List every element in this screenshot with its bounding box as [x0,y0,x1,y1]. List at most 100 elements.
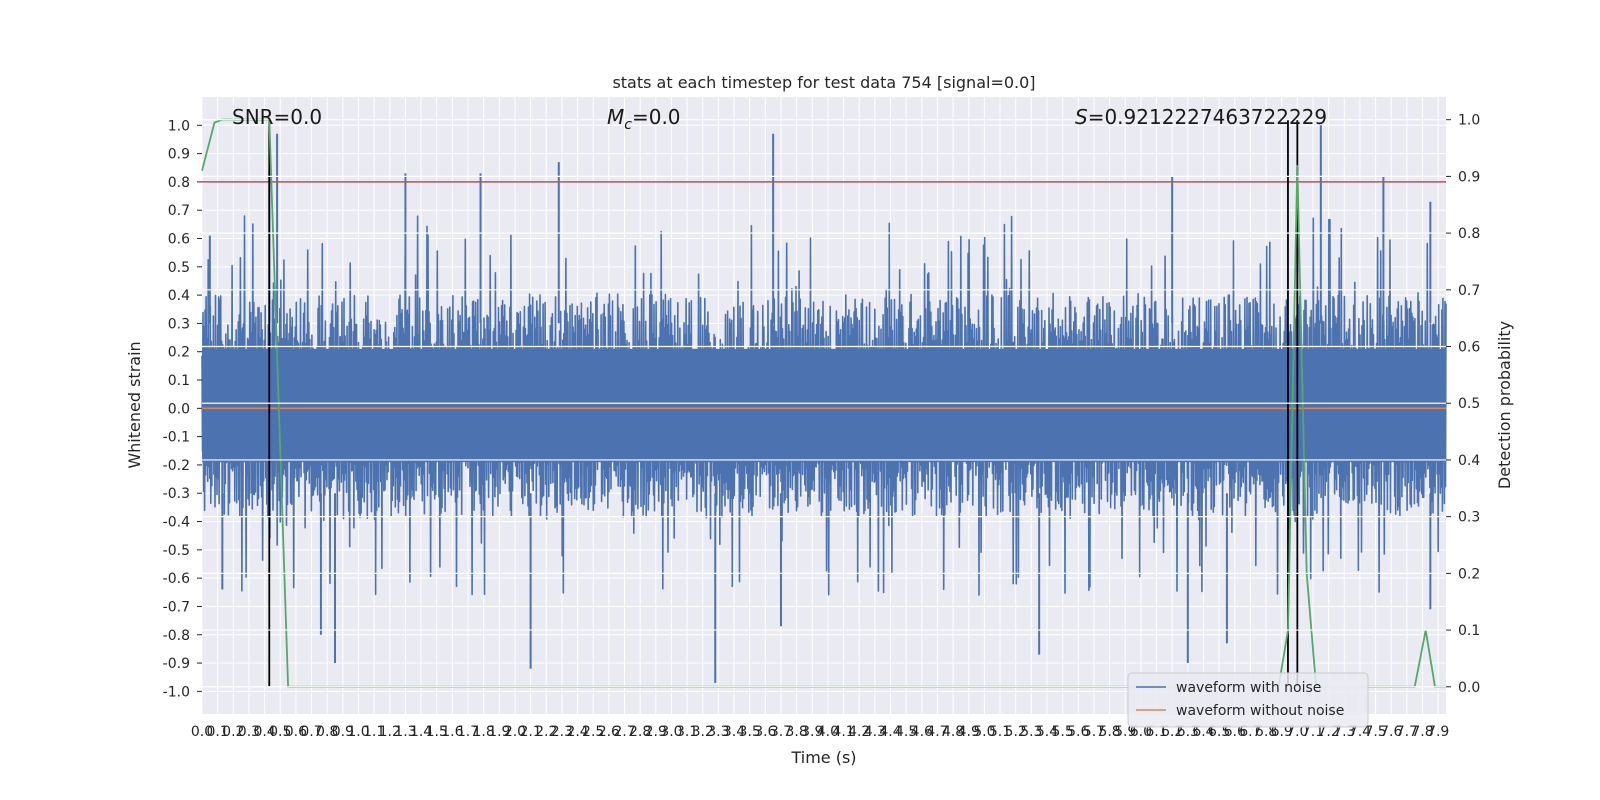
x-tick-label: 2.6 [598,724,620,740]
y-tick-label-left: -0.8 [163,628,190,644]
x-tick-label: 7.4 [1349,724,1371,740]
x-tick-label: 0.5 [269,724,291,740]
x-tick-label: 0.3 [238,724,260,740]
y-tick-label-left: 0.7 [168,203,190,219]
x-tick-label: 1.6 [441,724,463,740]
y-tick-label-left: 0.0 [168,401,190,417]
x-tick-label: 2.3 [551,724,573,740]
y-tick-label-left: -0.5 [163,543,190,559]
legend-label-clean: waveform without noise [1176,703,1344,719]
x-tick-label: 6.8 [1255,724,1277,740]
y-tick-label-left: 0.9 [168,147,190,163]
x-tick-label: 5.3 [1020,724,1042,740]
x-tick-label: 1.7 [457,724,479,740]
x-tick-label: 7.7 [1396,724,1418,740]
y-tick-label-left: -1.0 [163,684,190,700]
x-tick-label: 3.3 [707,724,729,740]
y-tick-label-right: 0.2 [1458,566,1480,582]
noise-series [201,215,1447,596]
x-tick-label: 4.9 [958,724,980,740]
y-tick-label-right: 0.1 [1458,623,1480,639]
y-tick-label-right: 0.6 [1458,340,1480,356]
y-tick-label-left: -0.6 [163,571,190,587]
x-tick-label: 1.4 [410,724,432,740]
y-tick-label-right: 0.9 [1458,169,1480,185]
x-tick-label: 6.9 [1271,724,1293,740]
y-tick-label-left: -0.4 [163,515,190,531]
y-tick-label-right: 1.0 [1458,113,1480,129]
x-tick-label: 2.1 [519,724,541,740]
x-tick-labels: 0.00.10.20.30.40.50.60.70.80.91.01.11.21… [191,724,1449,740]
x-tick-label: 2.8 [629,724,651,740]
x-tick-label: 6.1 [1145,724,1167,740]
y-tick-label-right: 0.7 [1458,283,1480,299]
mc-value: =0.0 [632,105,681,129]
x-tick-label: 2.4 [566,724,588,740]
x-tick-label: 3.4 [723,724,745,740]
x-tick-label: 2.9 [645,724,667,740]
x-tick-label: 7.5 [1364,724,1386,740]
x-tick-label: 0.7 [300,724,322,740]
mc-subscript: c [624,117,632,133]
y-axis-label-right: Detection probability [1495,321,1514,489]
y-tick-labels-right: 0.0 0.1 0.2 0.3 0.4 0.5 0.6 0.7 0.8 0.9 1.0 [1446,113,1480,696]
mc-annotation: Mc=0.0 [607,105,681,133]
x-tick-label: 4.4 [879,724,901,740]
x-tick-label: 4.5 [895,724,917,740]
x-tick-label: 0.2 [222,724,244,740]
chart-title: stats at each timestep for test data 754… [612,73,1035,92]
y-tick-label-left: -0.7 [163,599,190,615]
legend-label-noise: waveform with noise [1176,680,1321,696]
x-tick-label: 2.0 [504,724,526,740]
x-tick-label: 0.4 [253,724,275,740]
x-tick-label: 0.1 [207,724,229,740]
x-tick-label: 7.9 [1427,724,1449,740]
y-tick-label-right: 0.0 [1458,680,1480,696]
y-tick-label-left: 1.0 [168,118,190,134]
x-tick-label: 1.9 [488,724,510,740]
y-tick-label-left: -0.3 [163,486,190,502]
x-tick-label: 7.8 [1411,724,1433,740]
noise-waveform [201,125,1447,683]
y-tick-label-right: 0.5 [1458,396,1480,412]
y-tick-label-left: 0.1 [168,373,190,389]
s-symbol: S [1075,105,1088,129]
x-tick-label: 2.2 [535,724,557,740]
x-tick-label: 4.0 [817,724,839,740]
legend-box [1127,672,1369,728]
x-tick-label: 6.2 [1161,724,1183,740]
x-tick-label: 1.5 [426,724,448,740]
x-tick-label: 6.0 [1130,724,1152,740]
x-tick-label: 1.1 [363,724,385,740]
x-tick-label: 6.4 [1192,724,1214,740]
x-tick-label: 6.5 [1208,724,1230,740]
x-tick-label: 1.2 [379,724,401,740]
x-tick-label: 5.4 [1036,724,1058,740]
snr-annotation: SNR=0.0 [232,105,322,129]
x-tick-label: 3.2 [692,724,714,740]
x-tick-label: 0.8 [316,724,338,740]
x-tick-label: 3.8 [785,724,807,740]
x-tick-label: 7.3 [1333,724,1355,740]
x-tick-label: 4.1 [832,724,854,740]
y-tick-label-left: 0.6 [168,232,190,248]
noise-core-band [202,348,1446,463]
x-tick-label: 1.8 [473,724,495,740]
y-tick-label-right: 0.8 [1458,226,1480,242]
s-value: =0.9212227463722229 [1088,105,1327,129]
s-annotation: S=0.9212227463722229 [1075,105,1327,129]
x-tick-label: 3.0 [660,724,682,740]
y-tick-label-left: -0.2 [163,458,190,474]
x-tick-label: 5.5 [1051,724,1073,740]
y-tick-label-left: 0.8 [168,175,190,191]
y-tick-label-left: 0.5 [168,260,190,276]
x-tick-label: 4.6 [911,724,933,740]
x-tick-label: 4.2 [848,724,870,740]
y-tick-label-left: 0.3 [168,316,190,332]
x-tick-label: 2.7 [613,724,635,740]
x-tick-label: 1.0 [347,724,369,740]
x-tick-label: 5.8 [1098,724,1120,740]
x-tick-label: 5.2 [1005,724,1027,740]
x-tick-label: 3.9 [801,724,823,740]
x-tick-label: 6.6 [1224,724,1246,740]
